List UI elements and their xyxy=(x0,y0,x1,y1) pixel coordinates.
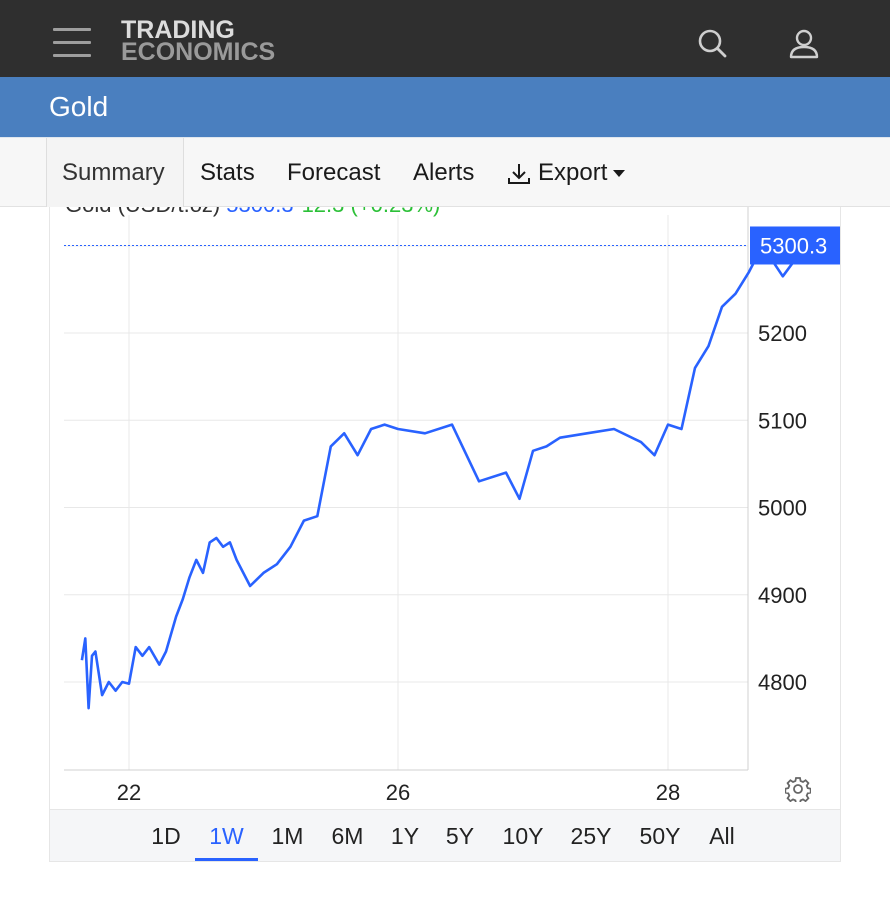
series-line-gold xyxy=(80,244,809,710)
range-5y[interactable]: 5Y xyxy=(445,823,475,849)
last-value-badge xyxy=(750,226,840,265)
logo-line1: TRADING xyxy=(121,16,235,44)
legend-name: Gold (USD/t.oz) xyxy=(65,207,220,217)
chart-legend: Gold (USD/t.oz) 5300.3 12.3 (+0.23%) xyxy=(65,207,440,218)
top-navigation-bar: TRADING ECONOMICS xyxy=(0,0,890,77)
legend-price: 5300.3 xyxy=(226,207,293,217)
logo[interactable]: TRADING ECONOMICS xyxy=(121,18,275,65)
tab-forecast[interactable]: Forecast xyxy=(287,159,381,186)
gear-icon[interactable] xyxy=(784,776,812,805)
y-tick-label: 4800 xyxy=(758,670,807,695)
range-25y[interactable]: 25Y xyxy=(570,823,612,849)
tab-export[interactable]: Export xyxy=(506,138,626,207)
page-title: Gold xyxy=(49,91,109,122)
title-bar: Gold xyxy=(0,77,890,137)
y-tick-label: 4900 xyxy=(758,583,807,608)
range-6m[interactable]: 6M xyxy=(331,823,364,849)
logo-line2: ECONOMICS xyxy=(121,38,276,66)
range-10y[interactable]: 10Y xyxy=(502,823,544,849)
hamburger-icon[interactable] xyxy=(53,28,91,58)
tab-bar: Summary Stats Forecast Alerts Export xyxy=(0,137,890,207)
price-chart[interactable]: 4800 4900 5000 5100 5200 5300.3 22 26 28 xyxy=(50,207,840,809)
range-all[interactable]: All xyxy=(709,823,735,849)
export-label: Export xyxy=(538,159,608,186)
y-tick-label: 5200 xyxy=(758,321,807,346)
range-1w[interactable]: 1W xyxy=(209,823,244,849)
search-icon[interactable] xyxy=(695,26,731,62)
download-icon xyxy=(508,163,530,184)
last-value-label: 5300.3 xyxy=(760,233,827,258)
x-tick-label: 26 xyxy=(386,780,410,805)
active-range-underline xyxy=(195,858,258,861)
tab-alerts[interactable]: Alerts xyxy=(413,159,475,186)
tab-stats[interactable]: Stats xyxy=(200,159,255,186)
tab-summary[interactable]: Summary xyxy=(46,138,184,207)
range-50y[interactable]: 50Y xyxy=(639,823,681,849)
user-icon[interactable] xyxy=(786,26,822,62)
range-1y[interactable]: 1Y xyxy=(390,823,420,849)
range-1m[interactable]: 1M xyxy=(271,823,304,849)
range-1d[interactable]: 1D xyxy=(151,823,181,849)
x-tick-label: 28 xyxy=(656,780,680,805)
legend-change: 12.3 (+0.23%) xyxy=(302,207,441,217)
chart-panel: Gold (USD/t.oz)5300.312.3 (+0.23%) 48004… xyxy=(49,207,841,862)
range-selector: 1D 1W 1M 6M 1Y 5Y 10Y 25Y 50Y All xyxy=(50,809,840,861)
y-tick-label: 5000 xyxy=(758,496,807,521)
x-tick-label: 22 xyxy=(117,780,141,805)
y-tick-label: 5100 xyxy=(758,408,807,433)
chevron-down-icon xyxy=(613,170,626,178)
